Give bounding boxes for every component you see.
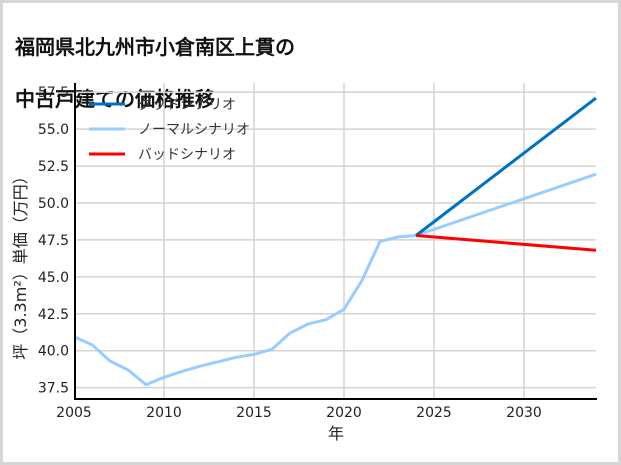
y-tick-label: 42.5 [38,307,69,323]
x-tick-label: 2020 [326,405,362,421]
y-tick-label: 50.0 [38,196,69,212]
chart-title-line-2: 中古戸建ての価格推移 [15,87,215,111]
y-tick-labels: 37.5 40.0 42.5 45.0 47.5 50.0 52.5 55.0 57.5 [38,85,69,396]
legend-item: グッドシナリオ [89,97,236,113]
x-tick-label: 2025 [416,405,452,421]
y-tick-label: 55.0 [38,122,69,138]
y-tick-label: 37.5 [38,381,69,397]
legend-label: グッドシナリオ [138,97,236,113]
legend-item: ノーマルシナリオ [89,122,250,138]
series-lines [73,96,597,387]
series-line [415,234,597,252]
chart-title: 福岡県北九州市小倉南区上貫の 中古戸建ての価格推移 [15,8,295,138]
y-tick-label: 52.5 [38,159,69,175]
x-axis-label: 年 [328,424,344,443]
y-tick-label: 45.0 [38,270,69,286]
y-tick-label: 47.5 [38,233,69,249]
x-tick-label: 2015 [236,405,272,421]
chart-title-line-1: 福岡県北九州市小倉南区上貫の [15,35,295,59]
legend-label: ノーマルシナリオ [138,122,250,138]
x-tick-labels: 2005 2010 2015 2020 2025 2030 [56,405,542,421]
y-tick-label: 40.0 [38,344,69,360]
axes [74,83,597,400]
series-line [73,172,597,387]
series-line [415,96,597,237]
grid-lines [75,83,596,399]
y-axis-label: 坪（3.3m²）単価（万円） [11,168,30,359]
x-tick-label: 2030 [506,405,542,421]
legend-label: バッドシナリオ [138,147,236,163]
x-tick-label: 2005 [56,405,92,421]
y-tick-label: 57.5 [38,85,69,101]
x-tick-label: 2010 [146,405,182,421]
legend-item: バッドシナリオ [89,147,236,163]
